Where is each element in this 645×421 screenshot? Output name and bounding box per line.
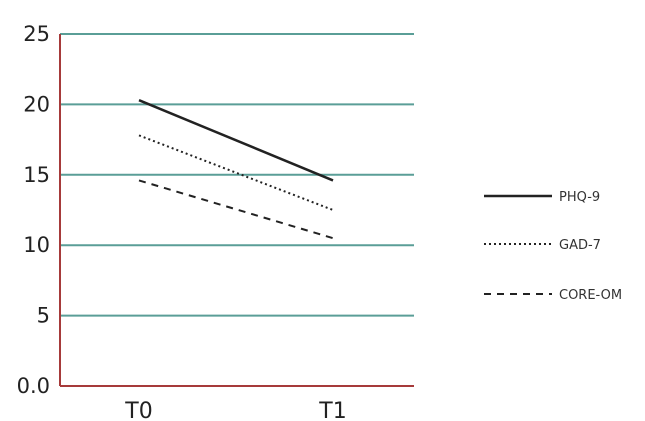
x-tick-label: T1 — [318, 399, 346, 421]
y-tick-label: 20 — [23, 92, 50, 116]
legend-label: PHQ-9 — [559, 190, 600, 205]
y-tick-label: 15 — [23, 163, 50, 187]
legend-label: GAD-7 — [559, 238, 601, 253]
axes — [59, 34, 414, 387]
series-lines — [138, 99, 334, 240]
y-tick-label: 0.0 — [17, 374, 50, 398]
y-tick-label: 10 — [23, 233, 50, 257]
series-line-phq-9 — [138, 99, 334, 182]
series-line-gad-7 — [138, 134, 334, 211]
y-tick-labels: 0.0 5 10 15 20 25 — [17, 22, 50, 398]
y-tick-label: 25 — [23, 22, 50, 46]
x-tick-label: T0 — [124, 399, 152, 421]
legend: PHQ-9 GAD-7 CORE-OM — [484, 190, 622, 303]
series-line-core-om — [138, 179, 334, 240]
y-tick-label: 5 — [37, 304, 50, 328]
gridlines — [60, 33, 414, 317]
x-tick-labels: T0 T1 — [124, 399, 346, 421]
legend-label: CORE-OM — [559, 288, 622, 303]
